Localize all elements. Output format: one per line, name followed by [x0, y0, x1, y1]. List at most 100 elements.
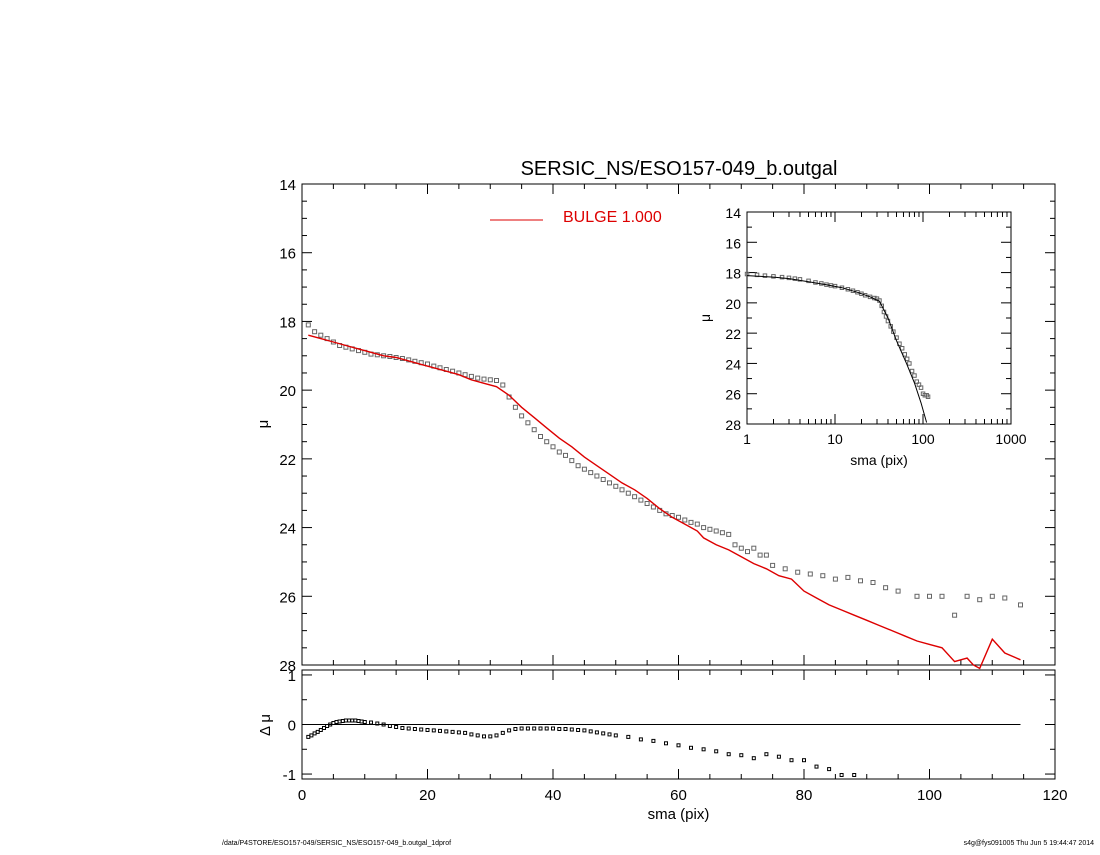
inset-data-series-point	[879, 303, 884, 309]
inset-data-series-point	[894, 335, 899, 340]
inset-data-series-point	[786, 275, 792, 281]
main-data-series-point	[845, 574, 851, 580]
main-data-series-point	[952, 612, 958, 618]
main-data-series-point	[820, 573, 826, 579]
resid-data-series-point	[569, 727, 574, 732]
main-data-series-point	[964, 593, 970, 599]
resid-data-series-point	[475, 733, 480, 738]
inset-xtick-label: 1	[743, 431, 751, 447]
resid-xtick-label: 80	[796, 787, 813, 804]
main-ytick-label: 16	[279, 246, 296, 263]
main-data-series-point	[939, 593, 945, 599]
main-data-series-point	[895, 588, 901, 594]
inset-data-series-point	[909, 368, 915, 374]
resid-data-series-point	[482, 734, 486, 739]
main-data-series-point	[676, 514, 681, 520]
main-data-series-point	[1018, 602, 1023, 608]
main-data-series-point	[807, 571, 813, 577]
resid-data-series-point	[347, 718, 352, 723]
main-ytick-label: 22	[279, 452, 296, 469]
resid-data-series-point	[638, 737, 643, 742]
inset-xtick-label: 100	[911, 431, 935, 447]
resid-data-series-point	[714, 749, 719, 754]
resid-data-series-point	[852, 773, 857, 777]
resid-data-series-point	[356, 719, 361, 723]
resid-data-series-point	[469, 732, 474, 737]
footer-path: /data/P4STORE/ESO157-049/SERSIC_NS/ESO15…	[222, 840, 452, 847]
resid-data-series-point	[488, 734, 493, 739]
inset-data-series-point	[904, 356, 910, 362]
main-data-series-point	[650, 504, 656, 510]
main-data-series-point	[588, 470, 594, 476]
resid-data-series-point	[315, 729, 320, 734]
inset-data-series-point	[792, 276, 798, 281]
footer-timestamp: s4g@fys091005 Thu Jun 5 19:44:47 2014	[963, 840, 1094, 847]
resid-data-series-point	[557, 727, 562, 731]
resid-data-series-point	[394, 725, 399, 729]
main-data-series-point	[500, 382, 506, 388]
resid-data-series-point	[576, 728, 581, 732]
main-data-series-point	[318, 332, 324, 338]
main-data-series-point	[738, 545, 744, 551]
resid-data-series-point	[450, 729, 455, 734]
main-data-series-point	[927, 593, 932, 599]
resid-data-series-point	[387, 724, 392, 728]
resid-xtick-label: 40	[545, 787, 562, 804]
resid-data-series-point	[381, 722, 386, 727]
resid-data-series-point	[500, 730, 505, 735]
main-data-series-point	[312, 329, 318, 335]
main-data-series-point	[770, 562, 776, 568]
resid-data-series-point	[362, 720, 367, 724]
resid-data-series-point	[739, 753, 744, 758]
resid-data-series-point	[607, 732, 612, 737]
resid-data-series-point	[525, 726, 530, 731]
resid-data-series-point	[353, 718, 358, 723]
resid-ytick-label: 0	[288, 718, 296, 735]
inset-data-series-point	[797, 277, 803, 282]
resid-data-series-point	[664, 741, 668, 746]
main-data-series-point	[870, 580, 876, 585]
resid-data-series-point	[340, 719, 345, 723]
inset-model-line	[746, 275, 928, 423]
inset-ytick-label: 26	[725, 387, 741, 403]
resid-data-series-point	[802, 758, 806, 763]
main-data-series-point	[832, 576, 838, 582]
main-data-series-point	[726, 531, 732, 537]
main-data-series-point	[782, 566, 788, 572]
resid-data-series-point	[412, 727, 417, 731]
resid-data-series-point	[676, 743, 681, 748]
resid-data-series-point	[494, 733, 499, 738]
main-data-series-point	[707, 526, 713, 532]
resid-data-series-point	[751, 756, 756, 761]
resid-data-series-point	[318, 728, 323, 732]
resid-data-series-point	[334, 720, 339, 724]
inset-ytick-label: 24	[725, 356, 741, 372]
main-data-series-point	[519, 413, 525, 419]
main-data-series-point	[544, 439, 550, 445]
resid-data-series-point	[425, 728, 430, 732]
main-ytick-label: 20	[279, 383, 296, 400]
resid-data-series-point	[309, 733, 314, 738]
main-data-series	[305, 322, 1023, 618]
inset-ytick-label: 22	[725, 326, 741, 342]
main-data-series-point	[512, 404, 518, 410]
main-data-series-point	[475, 375, 481, 381]
resid-xtick-label: 120	[1042, 787, 1067, 804]
resid-data-series-point	[343, 718, 348, 723]
main-data-series-point	[688, 519, 694, 525]
main-data-series-point	[989, 593, 995, 599]
inset-ytick-label: 28	[725, 417, 741, 433]
inset-data-series-point	[925, 394, 931, 399]
inset-data-series-point	[771, 274, 776, 279]
main-ytick-label: 14	[279, 177, 296, 194]
resid-data-series-point	[331, 721, 336, 725]
main-model-line	[308, 334, 1021, 670]
main-data-series-point	[494, 378, 499, 383]
resid-data-series-point	[563, 727, 568, 731]
resid-data-series-point	[789, 758, 794, 763]
resid-data-series-point	[350, 718, 355, 723]
main-data-series-point	[745, 549, 750, 555]
resid-data-series-point	[419, 727, 424, 732]
main-data-series-point	[757, 552, 763, 558]
legend-label: BULGE 1.000	[563, 209, 662, 226]
